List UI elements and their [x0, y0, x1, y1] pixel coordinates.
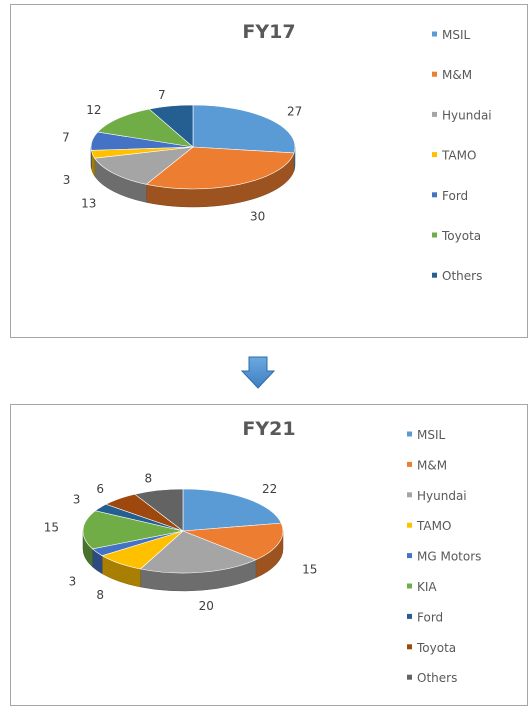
pie-slice-m-m [182, 522, 284, 561]
data-label: 8 [145, 472, 153, 486]
data-label: 3 [63, 173, 71, 187]
data-label: 7 [62, 131, 70, 145]
data-label: 13 [81, 196, 96, 210]
data-label: 8 [96, 588, 104, 602]
legend-swatch [407, 583, 412, 589]
legend-swatch [432, 71, 437, 77]
legend-swatch [407, 644, 412, 650]
legend-entry: MSIL [417, 428, 446, 442]
legend-swatch [432, 152, 437, 158]
legend-entry: Others [417, 671, 457, 685]
data-label: 20 [199, 599, 214, 613]
pie-slice-hyundai [94, 146, 195, 185]
chart-fy17: FY17 27 30 13 3 7 12 7 MSIL M&M Hyundai TAMO Ford To… [10, 4, 528, 338]
legend-entry: TAMO [416, 519, 451, 533]
down-arrow-icon [240, 355, 276, 391]
pie-slice-toyota [97, 108, 194, 148]
legend-swatch [407, 522, 412, 528]
pie-top-group [90, 104, 296, 190]
legend-swatch [407, 461, 412, 467]
pie-slice-msil [192, 104, 296, 154]
legend: MSIL M&M Hyundai TAMO MG Motors KIA Ford Toyota… [407, 428, 481, 685]
data-label: 30 [250, 210, 265, 224]
legend-entry: Hyundai [442, 108, 492, 122]
legend-swatch [432, 232, 437, 238]
legend-swatch [407, 613, 412, 619]
chart-title: FY17 [242, 21, 295, 43]
legend-entry: MSIL [442, 28, 471, 42]
data-label: 3 [73, 493, 81, 507]
legend-swatch [432, 111, 437, 117]
legend-entry: Ford [442, 189, 468, 203]
legend-swatch [407, 492, 412, 498]
pie-slice-msil [182, 488, 282, 532]
legend: MSIL M&M Hyundai TAMO Ford Toyota Others [432, 28, 492, 283]
pie-slice-hyundai [139, 530, 257, 574]
legend-swatch [407, 553, 412, 559]
legend-swatch [432, 272, 437, 278]
legend-swatch [407, 431, 412, 437]
data-labels: 22 15 20 8 3 15 3 6 8 [44, 472, 318, 614]
data-label: 15 [44, 520, 59, 534]
data-labels: 27 30 13 3 7 12 7 [62, 88, 302, 224]
data-label: 15 [302, 563, 317, 577]
pie-top-group [82, 488, 284, 574]
legend-entry: M&M [417, 458, 447, 472]
legend-entry: Toyota [441, 229, 481, 243]
data-label: 12 [86, 103, 101, 117]
legend-entry: M&M [442, 68, 472, 82]
pie-side-group [82, 530, 284, 592]
legend-entry: MG Motors [417, 550, 481, 564]
data-label: 27 [287, 104, 302, 118]
pie-slice-others [134, 488, 184, 532]
pie-slice-kia [82, 510, 184, 550]
pie-chart-fy17: FY17 27 30 13 3 7 12 7 MSIL M&M Hyundai TAMO Ford To… [62, 21, 492, 283]
chart-title: FY21 [242, 418, 295, 440]
legend-swatch [432, 192, 437, 198]
legend-swatch [432, 31, 437, 37]
pie-slice-others [148, 104, 194, 148]
pie-chart-fy21: FY21 22 15 20 8 3 15 3 6 8 MSIL M&M Hyundai TAMO MG M… [44, 418, 482, 685]
data-label: 7 [158, 88, 166, 102]
legend-entry: TAMO [441, 149, 476, 163]
data-label: 3 [69, 575, 77, 589]
legend-entry: Others [442, 269, 482, 283]
data-label: 6 [96, 482, 104, 496]
pie-slice-m-m [145, 146, 295, 190]
legend-swatch [407, 674, 412, 680]
legend-entry: Toyota [416, 641, 456, 655]
data-label: 22 [262, 482, 277, 496]
legend-entry: Hyundai [417, 489, 467, 503]
legend-entry: KIA [417, 580, 437, 594]
legend-entry: Ford [417, 610, 443, 624]
chart-fy21: FY21 22 15 20 8 3 15 3 6 8 MSIL M&M Hyundai TAMO MG M… [10, 404, 528, 706]
